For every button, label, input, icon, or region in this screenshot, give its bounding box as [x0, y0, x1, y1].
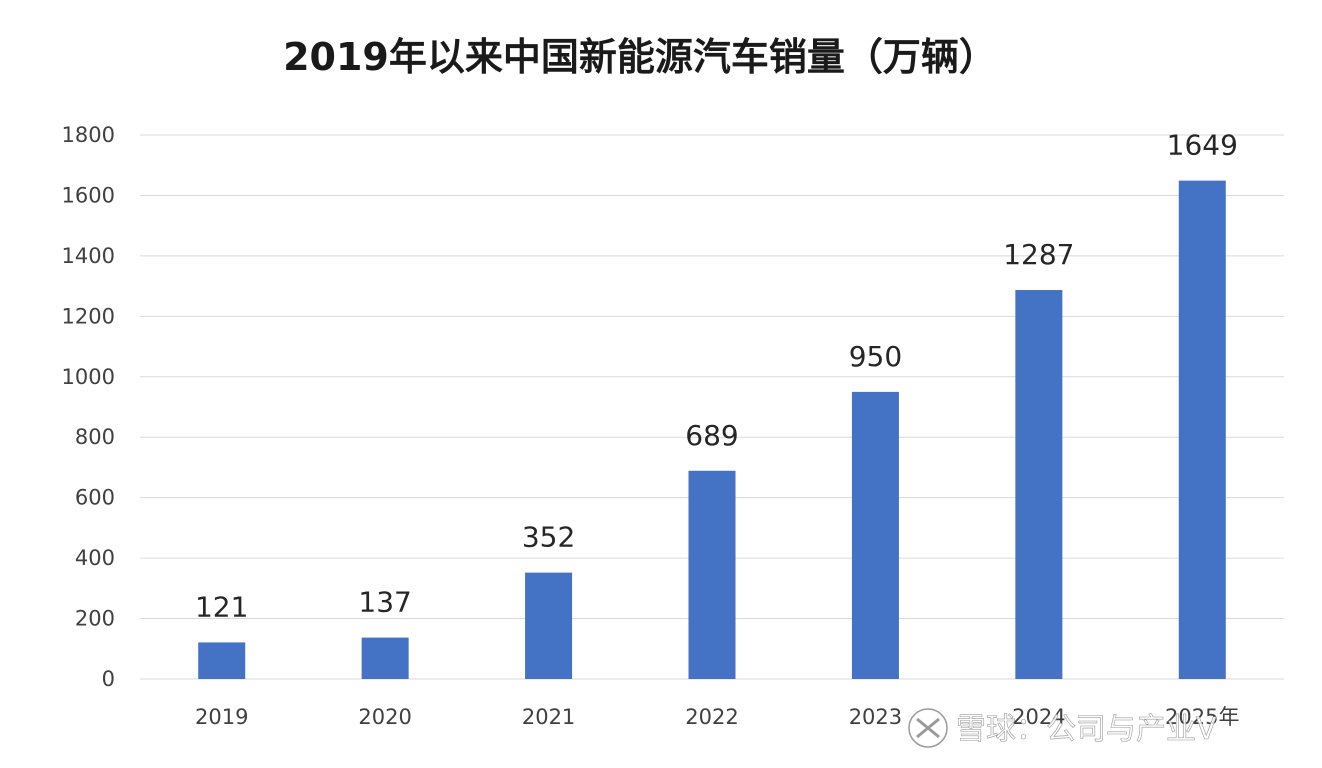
x-tick-label: 2024: [1012, 705, 1065, 729]
watermark: 雪球：公司与产业V: [908, 708, 1217, 748]
data-label: 1287: [1003, 238, 1074, 271]
data-label: 950: [849, 340, 902, 373]
y-tick-label: 800: [75, 425, 115, 449]
chart-title: 2019年以来中国新能源汽车销量（万辆）: [283, 35, 997, 79]
x-tick-label: 2025年: [1165, 705, 1239, 729]
y-tick-label: 200: [75, 607, 115, 631]
y-tick-label: 1600: [62, 183, 115, 207]
data-labels: 121 137 352 689 950 1287 1649: [195, 129, 1238, 624]
x-tick-label: 2019: [195, 705, 248, 729]
bar: [525, 572, 573, 679]
y-axis-tick-labels: 0 200 400 600 800 1000 1200 1400 1600 1800: [62, 123, 115, 691]
y-tick-label: 0: [102, 667, 115, 691]
data-label: 689: [685, 419, 738, 452]
data-label: 121: [195, 590, 248, 623]
x-tick-label: 2023: [849, 705, 902, 729]
data-label: 352: [522, 521, 575, 554]
x-tick-label: 2021: [522, 705, 575, 729]
x-tick-label: 2022: [685, 705, 738, 729]
y-tick-label: 600: [75, 486, 115, 510]
bar: [1015, 290, 1063, 679]
watermark-text: 雪球：公司与产业V: [956, 712, 1217, 747]
y-tick-label: 1400: [62, 244, 115, 268]
bar: [198, 642, 246, 679]
bar: [851, 391, 899, 679]
data-label: 1649: [1167, 129, 1238, 162]
x-axis-tick-labels: 2019 2020 2021 2022 2023 2024 2025年: [195, 705, 1240, 729]
bar: [1178, 180, 1226, 679]
data-label: 137: [358, 586, 411, 619]
xueqiu-logo-icon: [908, 708, 948, 748]
y-tick-label: 1000: [62, 365, 115, 389]
bar: [688, 470, 736, 679]
x-tick-label: 2020: [358, 705, 411, 729]
y-tick-label: 1800: [62, 123, 115, 147]
y-tick-label: 1200: [62, 304, 115, 328]
y-tick-label: 400: [75, 546, 115, 570]
bar: [361, 637, 409, 679]
grid-lines: [140, 134, 1284, 680]
bars: [198, 180, 1226, 679]
